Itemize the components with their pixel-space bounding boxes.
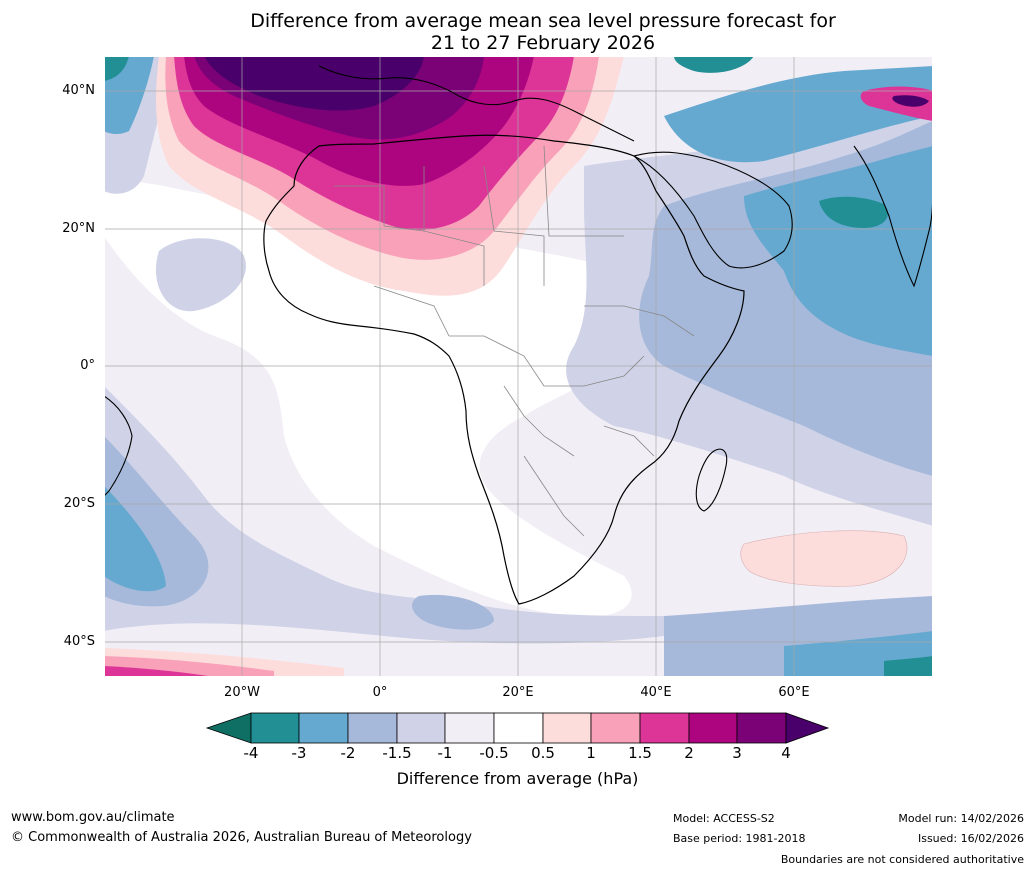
colorbar-segment-minus-1-minus-0.5 <box>444 712 495 744</box>
lon-label-40e: 40°E <box>640 685 672 700</box>
south-america-coastline <box>104 395 133 497</box>
neg-3-region-northwest <box>104 56 129 81</box>
neg-1.5-region-south-mid <box>412 594 494 630</box>
colorbar-segment-3-4 <box>736 712 787 744</box>
website-link[interactable]: www.bom.gov.au/climate <box>11 810 175 825</box>
colorbar-segment-minus-3-minus-2 <box>298 712 349 744</box>
lat-label-0: 0° <box>80 358 95 373</box>
neg-1-region-atlantic <box>155 238 246 312</box>
boundaries-note: Boundaries are not considered authoritat… <box>780 853 1024 866</box>
neg-1-region-south-atlantic <box>104 386 664 644</box>
lon-label-20e: 20°E <box>502 685 534 700</box>
colorbar-tick-minus-1: -1 <box>437 744 453 762</box>
colorbar-title: Difference from average (hPa) <box>396 769 639 788</box>
colorbar-segment-minus-4-minus-3 <box>250 712 300 744</box>
lat-label-40n: 40°N <box>62 83 95 98</box>
colorbar-tick-minus-2: -2 <box>340 744 356 762</box>
africa-coastline <box>263 134 745 605</box>
colorbar-segment-minus-0.5-0.5 <box>493 712 544 744</box>
lon-label-60e: 60°E <box>778 685 810 700</box>
madagascar-coastline <box>695 448 728 512</box>
base-period-text: Base period: 1981-2018 <box>673 832 806 845</box>
colorbar-tick-minus-0.5: -0.5 <box>479 744 509 762</box>
neg-2-region-south-atlantic <box>104 486 166 592</box>
colorbar-tick-3: 3 <box>732 744 742 762</box>
colorbar-segment-0.5-1 <box>542 712 592 744</box>
neg-3-region-southern-ocean <box>884 656 933 677</box>
india-coastline <box>853 145 933 288</box>
lat-label-20s: 20°S <box>63 496 95 511</box>
neg-2-region-north <box>664 66 933 163</box>
colorbar-tick-minus-4: -4 <box>243 744 259 762</box>
colorbar-tick-1: 1 <box>586 744 596 762</box>
colorbar-tick-2: 2 <box>684 744 694 762</box>
colorbar-tick-0.5: 0.5 <box>531 744 555 762</box>
model-text: Model: ACCESS-S2 <box>673 812 775 825</box>
colorbar <box>205 712 830 744</box>
issued-text: Issued: 16/02/2026 <box>917 832 1024 845</box>
pos-high-region-northeast <box>892 95 929 107</box>
country-borders <box>334 145 695 537</box>
title-line-1: Difference from average mean sea level p… <box>250 10 836 32</box>
pos-2-region-bottom-left <box>104 666 214 677</box>
colorbar-tick-1.5: 1.5 <box>628 744 652 762</box>
neg-3-region-northeast <box>674 56 754 73</box>
colorbar-segment-1.5-2 <box>639 712 690 744</box>
colorbar-segment-minus-2-minus-1.5 <box>347 712 398 744</box>
colorbar-segment-lt-minus-4 <box>205 712 252 744</box>
pos-region-northeast <box>860 86 933 121</box>
chart-title: Difference from average mean sea level p… <box>0 10 1035 54</box>
copyright-text: © Commonwealth of Australia 2026, Austra… <box>11 830 472 845</box>
europe-coastline <box>318 65 635 142</box>
title-line-2: 21 to 27 February 2026 <box>430 32 656 54</box>
map-frame <box>104 56 933 677</box>
colorbar-segment-2-3 <box>688 712 738 744</box>
pressure-anomaly-map <box>104 56 933 677</box>
colorbar-segment-gt-4 <box>785 712 830 744</box>
neg-3-region-arabian-sea <box>819 196 888 228</box>
lat-label-40s: 40°S <box>63 634 95 649</box>
lon-label-20w: 20°W <box>224 685 260 700</box>
colorbar-tick-minus-3: -3 <box>291 744 307 762</box>
colorbar-segment-minus-1.5-minus-1 <box>396 712 446 744</box>
neg-2-region-east <box>744 146 933 356</box>
lon-label-0: 0° <box>372 685 388 700</box>
colorbar-segment-1-1.5 <box>590 712 641 744</box>
pos-0.5-region-indian-ocean <box>740 530 908 587</box>
lat-label-20n: 20°N <box>62 221 95 236</box>
model-run-text: Model run: 14/02/2026 <box>898 812 1024 825</box>
arabia-coastline <box>632 151 793 269</box>
colorbar-tick-minus-1.5: -1.5 <box>382 744 412 762</box>
colorbar-tick-4: 4 <box>781 744 791 762</box>
pos-4-region-north-africa <box>204 56 424 111</box>
gridlines <box>104 56 933 677</box>
